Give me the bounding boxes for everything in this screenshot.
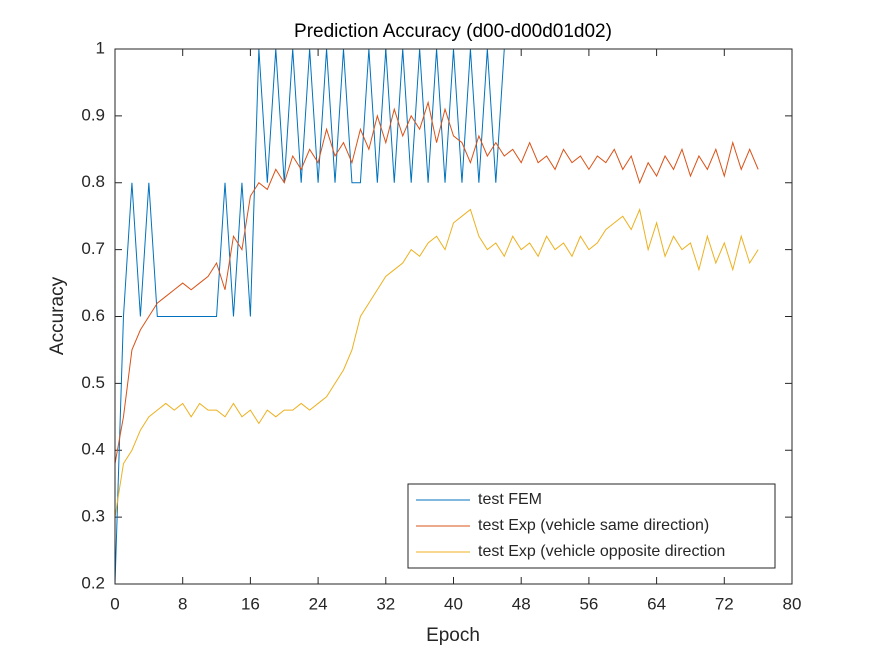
y-axis-label: Accuracy bbox=[47, 276, 68, 355]
x-tick-label: 24 bbox=[309, 594, 328, 613]
series-line bbox=[114, 207, 759, 518]
y-tick-label: 0.5 bbox=[81, 373, 105, 392]
y-tick-label: 0.6 bbox=[81, 306, 105, 325]
x-tick-label: 64 bbox=[647, 594, 666, 613]
series-line bbox=[114, 100, 759, 464]
y-tick-label: 0.4 bbox=[81, 440, 105, 459]
x-tick-label: 0 bbox=[110, 594, 119, 613]
x-tick-label: 48 bbox=[512, 594, 531, 613]
legend-label: test FEM bbox=[478, 491, 542, 508]
x-axis-label: Epoch bbox=[426, 625, 480, 646]
x-tick-label: 16 bbox=[241, 594, 260, 613]
y-tick-label: 1 bbox=[96, 38, 105, 57]
x-tick-label: 72 bbox=[715, 594, 734, 613]
y-tick-label: 0.2 bbox=[81, 573, 105, 592]
x-tick-label: 32 bbox=[376, 594, 395, 613]
y-tick-label: 0.7 bbox=[81, 239, 105, 258]
legend-label: test Exp (vehicle opposite direction bbox=[478, 543, 725, 560]
chart-title: Prediction Accuracy (d00-d00d01d02) bbox=[294, 21, 612, 42]
x-tick-label: 8 bbox=[178, 594, 187, 613]
y-tick-label: 0.8 bbox=[81, 172, 105, 191]
legend-label: test Exp (vehicle same direction) bbox=[478, 517, 709, 534]
x-tick-label: 56 bbox=[579, 594, 598, 613]
x-tick-label: 40 bbox=[444, 594, 463, 613]
y-tick-label: 0.9 bbox=[81, 105, 105, 124]
y-tick-label: 0.3 bbox=[81, 507, 105, 526]
axes-box bbox=[114, 48, 793, 585]
x-tick-label: 80 bbox=[783, 594, 802, 613]
